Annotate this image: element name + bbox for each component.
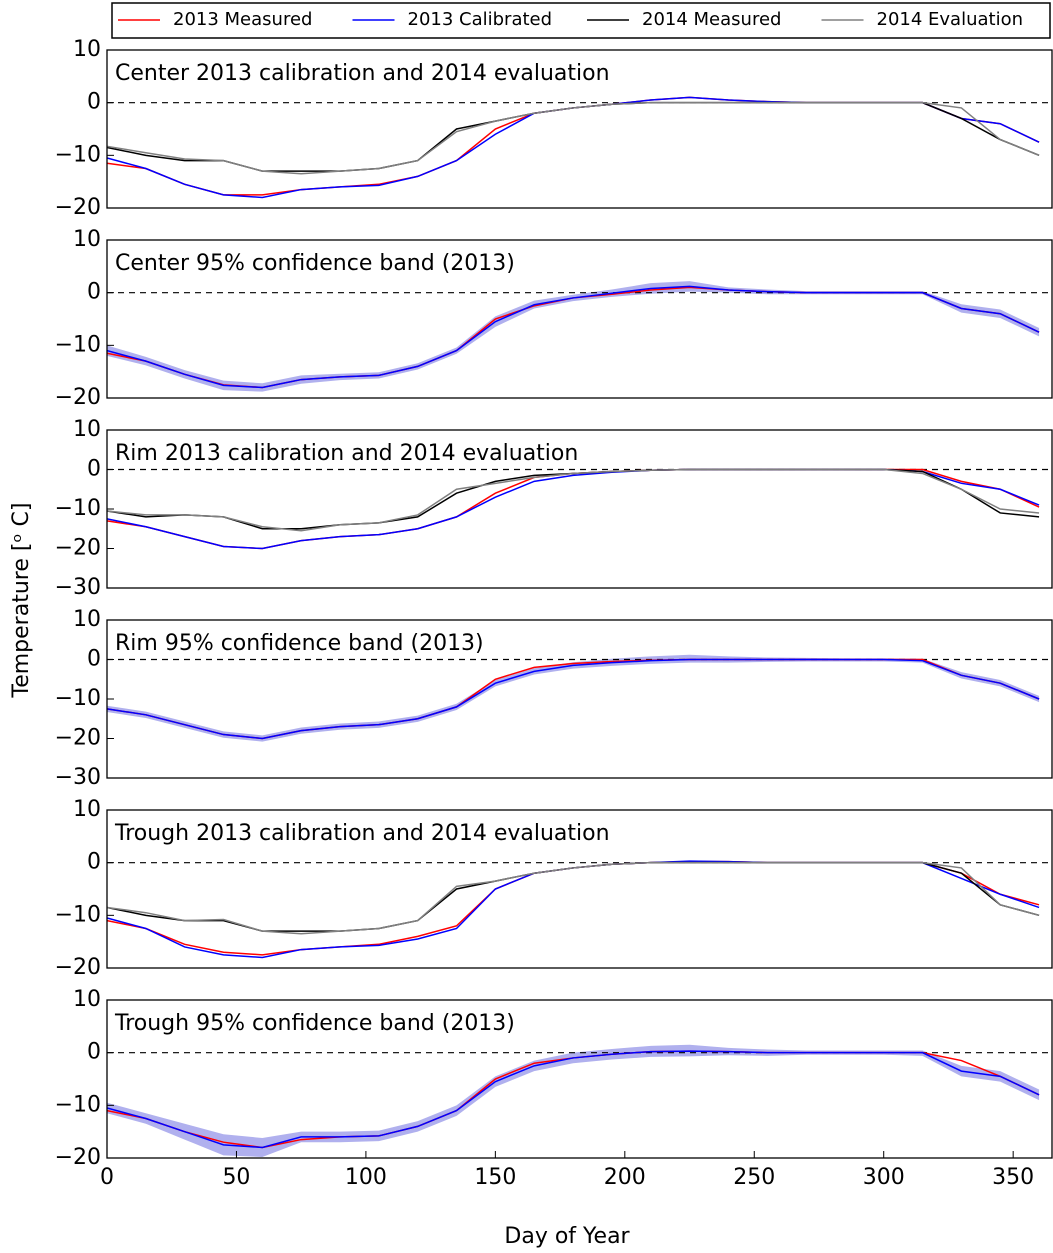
- x-tick-label: 350: [992, 1165, 1034, 1190]
- series-line: [107, 1050, 1040, 1149]
- y-tick-label: 0: [87, 1040, 101, 1065]
- y-tick-label: −10: [55, 686, 101, 711]
- plot-frame: [106, 239, 1053, 399]
- series-line: [107, 468, 1040, 550]
- y-tick-label: −10: [55, 1092, 101, 1117]
- plot-frame: [106, 809, 1053, 969]
- series-line: [107, 860, 1040, 956]
- series-line: [107, 860, 1040, 959]
- y-tick-label: 10: [73, 987, 101, 1012]
- legend-frame: [111, 2, 1051, 39]
- x-tick-label: 100: [345, 1165, 387, 1190]
- panel-title: Center 95% confidence band (2013): [115, 251, 515, 276]
- confidence-band: [107, 654, 1040, 742]
- series-line: [107, 286, 1040, 389]
- panel-title: Trough 95% confidence band (2013): [114, 1011, 515, 1036]
- y-tick-label: −30: [55, 575, 101, 600]
- plot-area: [107, 281, 1052, 392]
- x-tick-label: 200: [604, 1165, 646, 1190]
- panel: Trough 2013 calibration and 2014 evaluat…: [55, 797, 1053, 980]
- panel: Rim 2013 calibration and 2014 evaluation…: [55, 417, 1053, 600]
- y-tick-label: −20: [55, 536, 101, 561]
- legend-label: 2013 Measured: [173, 9, 312, 30]
- y-tick-label: −10: [55, 332, 101, 357]
- legend-label: 2014 Measured: [642, 9, 781, 30]
- y-tick-label: 10: [73, 227, 101, 252]
- panel-title: Trough 2013 calibration and 2014 evaluat…: [114, 821, 610, 846]
- panel: Trough 95% confidence band (2013) −20 −10 0…: [55, 987, 1053, 1190]
- series-line: [107, 468, 1040, 530]
- series-line: [107, 861, 1040, 932]
- plot-area: [107, 1044, 1052, 1157]
- series-line: [107, 861, 1040, 935]
- y-tick-label: 10: [73, 37, 101, 62]
- plot-area: [107, 468, 1052, 550]
- y-tick-label: −10: [55, 142, 101, 167]
- x-tick-label: 250: [733, 1165, 775, 1190]
- y-tick-label: −30: [55, 765, 101, 790]
- series-line: [107, 285, 1040, 389]
- x-tick-label: 150: [474, 1165, 516, 1190]
- y-tick-label: −20: [55, 955, 101, 980]
- plot-area: [107, 654, 1052, 742]
- y-tick-label: 0: [87, 647, 101, 672]
- panel: Center 2013 calibration and 2014 evaluat…: [55, 37, 1053, 220]
- series-line: [107, 101, 1040, 172]
- y-tick-label: −20: [55, 1145, 101, 1170]
- y-tick-label: −20: [55, 195, 101, 220]
- y-tick-label: −20: [55, 385, 101, 410]
- series-line: [107, 96, 1040, 196]
- panel-title: Rim 2013 calibration and 2014 evaluation: [115, 441, 578, 466]
- y-tick-label: 10: [73, 417, 101, 442]
- series-line: [107, 468, 1040, 532]
- y-tick-label: 10: [73, 797, 101, 822]
- y-tick-label: −10: [55, 496, 101, 521]
- panel: Rim 95% confidence band (2013) −30 −20 −10 0…: [55, 607, 1053, 790]
- plot-frame: [106, 999, 1053, 1159]
- panel: Center 95% confidence band (2013) −20 −10 0…: [55, 227, 1053, 410]
- series-line: [107, 468, 1040, 550]
- plot-area: [107, 96, 1052, 199]
- series-line: [107, 96, 1040, 199]
- series-line: [107, 1050, 1040, 1149]
- y-tick-label: 0: [87, 457, 101, 482]
- x-tick-label: 300: [863, 1165, 905, 1190]
- series-line: [107, 101, 1040, 175]
- panel-title: Center 2013 calibration and 2014 evaluat…: [115, 61, 610, 86]
- plot-frame: [106, 49, 1053, 209]
- x-axis-label: Day of Year: [504, 1224, 630, 1249]
- y-tick-label: 10: [73, 607, 101, 632]
- panel-title: Rim 95% confidence band (2013): [115, 631, 484, 656]
- series-line: [107, 658, 1040, 740]
- y-tick-label: 0: [87, 850, 101, 875]
- confidence-band: [107, 281, 1040, 392]
- y-tick-label: 0: [87, 280, 101, 305]
- series-line: [107, 658, 1040, 740]
- y-tick-label: −10: [55, 902, 101, 927]
- y-tick-label: −20: [55, 726, 101, 751]
- y-axis-label: Temperature [ᵒ C]: [9, 503, 34, 699]
- legend-label: 2013 Calibrated: [408, 9, 553, 30]
- y-tick-label: 0: [87, 90, 101, 115]
- x-tick-label: 50: [222, 1165, 250, 1190]
- legend-label: 2014 Evaluation: [877, 9, 1024, 30]
- x-tick-label: 0: [100, 1165, 114, 1190]
- confidence-band: [107, 1044, 1040, 1157]
- plot-area: [107, 860, 1052, 959]
- legend: 2013 Measured 2013 Calibrated 2014 Measure…: [118, 9, 1023, 30]
